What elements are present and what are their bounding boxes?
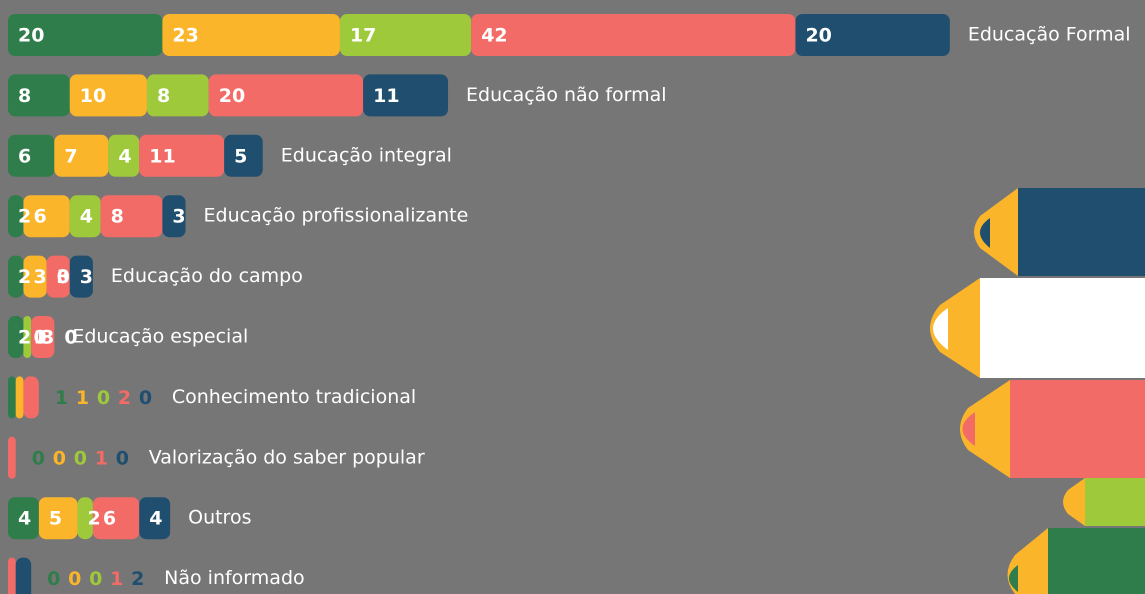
- value-label: 0: [139, 387, 152, 409]
- bar-segment: [54, 135, 108, 177]
- value-label: 2: [18, 206, 31, 228]
- value-label: 8: [111, 206, 124, 228]
- value-label: 0: [116, 447, 129, 469]
- value-label: 3: [80, 266, 93, 288]
- value-label: 1: [95, 447, 108, 469]
- value-label: 4: [118, 145, 131, 167]
- value-label: 5: [49, 508, 62, 530]
- value-label: 11: [149, 145, 175, 167]
- value-label: 20: [219, 85, 245, 107]
- chart: 2023174220Educação Formal81082011Educaçã…: [0, 0, 1145, 594]
- value-label: 4: [80, 206, 93, 228]
- value-label: 2: [18, 266, 31, 288]
- value-label: 7: [64, 145, 77, 167]
- value-label: 8: [18, 85, 31, 107]
- value-label: 11: [373, 85, 399, 107]
- value-label: 1: [76, 387, 89, 409]
- value-label: 6: [33, 206, 46, 228]
- category-label: Não informado: [164, 567, 304, 589]
- value-label: 6: [18, 145, 31, 167]
- value-label: 2: [18, 327, 31, 349]
- value-label: 0: [53, 447, 66, 469]
- value-label: 23: [172, 25, 198, 47]
- value-label: 0: [74, 447, 87, 469]
- value-label: 0: [97, 387, 110, 409]
- value-label: 0: [32, 447, 45, 469]
- bar-segment: [16, 558, 31, 594]
- value-label: 5: [234, 145, 247, 167]
- value-label: 20: [805, 25, 831, 47]
- value-label: 1: [55, 387, 68, 409]
- bar-segment: [16, 376, 24, 418]
- value-label: 10: [80, 85, 106, 107]
- value-label: 2: [118, 387, 131, 409]
- value-label: 2: [87, 508, 100, 530]
- category-label: Educação Formal: [968, 24, 1131, 46]
- value-label: 0: [68, 568, 81, 590]
- value-label: 3: [57, 266, 70, 288]
- value-label: 3: [33, 266, 46, 288]
- category-label: Educação integral: [281, 144, 452, 166]
- category-label: Conhecimento tradicional: [172, 386, 416, 408]
- value-label: 42: [481, 25, 507, 47]
- bar-segment: [8, 376, 16, 418]
- bar-segment: [471, 14, 795, 56]
- category-label: Educação profissionalizante: [204, 205, 469, 227]
- category-label: Educação especial: [72, 326, 248, 348]
- bar-segment: [8, 437, 16, 479]
- value-label: 20: [18, 25, 44, 47]
- value-label: 8: [157, 85, 170, 107]
- value-label: 17: [350, 25, 376, 47]
- value-label: 3: [41, 327, 54, 349]
- value-label: 0: [47, 568, 60, 590]
- value-label: 4: [18, 508, 31, 530]
- value-label: 4: [149, 508, 162, 530]
- category-label: Outros: [188, 507, 251, 529]
- bar-segment: [8, 558, 16, 594]
- bar-segment: [23, 376, 38, 418]
- value-label: 0: [89, 568, 102, 590]
- value-label: 1: [110, 568, 123, 590]
- value-label: 2: [131, 568, 144, 590]
- value-label: 3: [172, 206, 185, 228]
- category-label: Educação não formal: [466, 84, 667, 106]
- value-label: 6: [103, 508, 116, 530]
- category-label: Valorização do saber popular: [149, 446, 425, 468]
- category-label: Educação do campo: [111, 265, 303, 287]
